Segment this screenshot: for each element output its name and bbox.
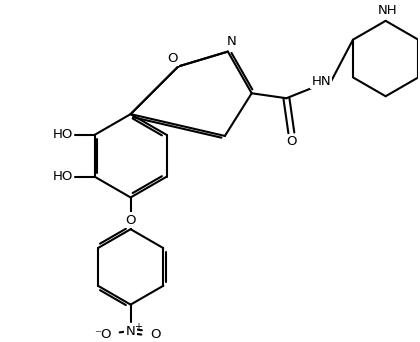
Text: HN: HN xyxy=(311,75,331,88)
Text: HO: HO xyxy=(52,129,73,142)
Text: O: O xyxy=(150,328,161,341)
Text: N: N xyxy=(227,35,237,48)
Text: O: O xyxy=(125,214,136,227)
Text: +: + xyxy=(134,323,142,332)
Text: O: O xyxy=(167,52,178,65)
Text: NH: NH xyxy=(378,4,397,17)
Text: N: N xyxy=(126,325,136,338)
Text: HO: HO xyxy=(52,170,73,183)
Text: O: O xyxy=(286,135,297,148)
Text: ⁻O: ⁻O xyxy=(94,328,112,341)
